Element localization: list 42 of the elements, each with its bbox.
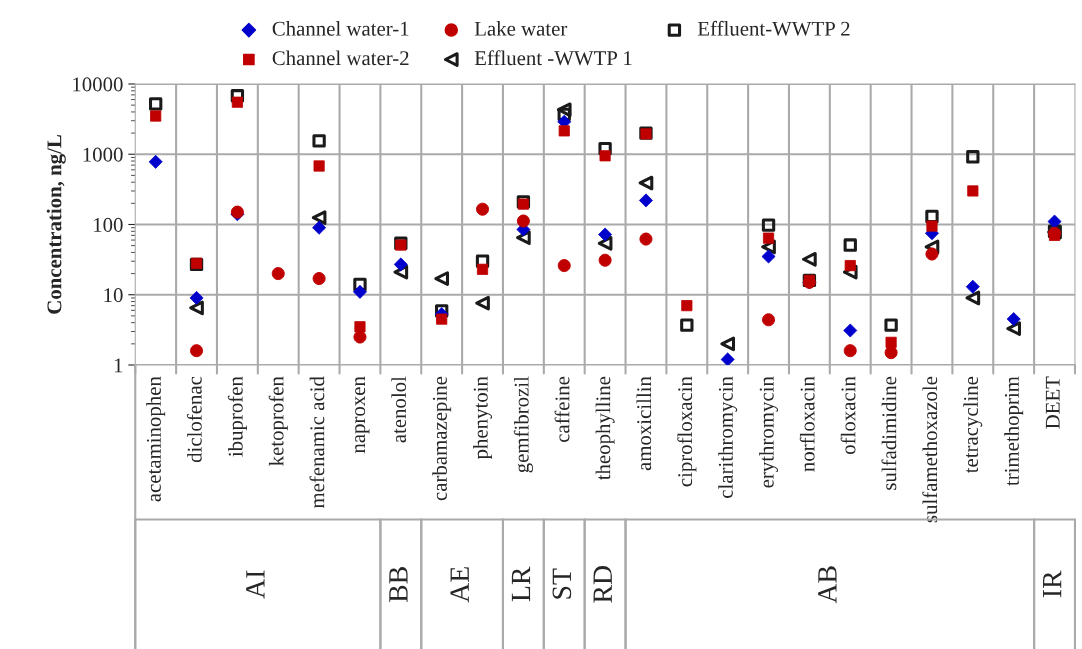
y-tick-label: 1	[114, 358, 123, 373]
x-tick-label: DEET	[1045, 376, 1060, 429]
x-tick-label: carbamazepine	[432, 376, 452, 501]
text: ST	[552, 568, 572, 599]
legend-label: Lake water	[474, 21, 568, 36]
y-axis-title: Concentration, ng/L	[46, 135, 66, 314]
x-tick-label: ofloxacin	[840, 376, 856, 454]
text: AI	[246, 570, 265, 599]
legend-label: Effluent -WWTP 1	[474, 50, 632, 66]
legend-label: Effluent-WWTP 2	[697, 20, 850, 36]
y-tick-label: 10000	[73, 77, 123, 92]
x-tick-label: phenytoin	[473, 376, 493, 460]
x-tick-label: naproxen	[355, 376, 370, 454]
legend-label: Channel water-2	[272, 50, 409, 66]
x-tick-label: atenolol	[391, 376, 407, 443]
y-tick-label: 1000	[83, 147, 123, 162]
x-tick-label: theophylline	[595, 376, 615, 481]
x-tick-label: ketoprofen	[268, 376, 288, 466]
x-tick-label: amoxicillin	[636, 376, 652, 471]
text: IR	[1043, 570, 1062, 598]
x-tick-label: acetaminophen	[146, 376, 166, 502]
text: LR	[511, 566, 531, 602]
y-tick-label: 10	[104, 288, 123, 303]
legend-label: Channel water-1	[272, 21, 409, 36]
text: AB	[818, 566, 837, 604]
x-tick-label: ciprofloxacin	[677, 376, 697, 487]
x-tick-label: ibuprofen	[227, 376, 247, 457]
x-tick-label: trimethoprim	[1004, 376, 1024, 486]
y-tick-label: 100	[94, 217, 123, 232]
x-tick-label: sulfamethoxazole	[922, 376, 938, 523]
x-tick-label: clarithromycin	[718, 376, 738, 498]
x-tick-label: caffeine	[554, 376, 570, 443]
text: AE	[450, 567, 469, 603]
x-tick-label: diclofenac	[186, 376, 202, 463]
x-tick-label: gemfibrozil	[513, 376, 533, 473]
x-tick-label: erythromycin	[759, 376, 779, 488]
text: BB	[389, 567, 408, 603]
x-tick-label: sulfadimidine	[881, 376, 897, 490]
x-tick-label: mefenamic acid	[309, 376, 325, 509]
text: RD	[593, 566, 612, 603]
x-tick-label: tetracycline	[963, 376, 983, 474]
x-tick-label: norfloxacin	[799, 376, 815, 472]
